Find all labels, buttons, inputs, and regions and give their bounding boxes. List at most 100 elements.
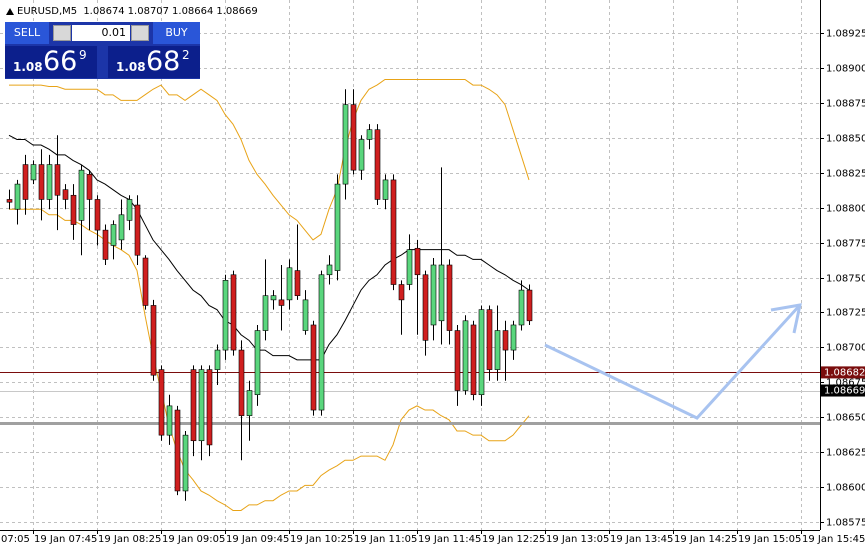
sell-button[interactable]: SELL [5, 22, 49, 44]
candle-body [438, 264, 445, 322]
x-tick-label: 19 Jan 13:45 [610, 534, 673, 545]
candle-body [342, 104, 349, 185]
candle-body [430, 264, 437, 326]
candle-body [6, 199, 13, 203]
candle-body [94, 199, 101, 231]
y-tick-label: 1.08900 [826, 64, 865, 75]
indicator-line [9, 79, 530, 241]
candle-body [518, 289, 525, 326]
candle-body [382, 179, 389, 200]
y-tick-label: 1.08875 [826, 99, 865, 110]
candle-body [398, 284, 405, 301]
candle-body [510, 324, 517, 351]
candle-body [366, 129, 373, 140]
candle-body [462, 320, 469, 391]
candle-body [310, 324, 317, 411]
candle-body [494, 330, 501, 370]
candle-body [486, 309, 493, 370]
trend-arrow-drawing [544, 303, 802, 420]
x-tick-label: 19 Jan 13:05 [546, 534, 609, 545]
candle-body [374, 129, 381, 200]
ask-price[interactable]: 1.08 68 2 [108, 46, 200, 78]
candle-body [302, 299, 309, 331]
bid-big: 1.08 [13, 60, 43, 74]
candle-body [198, 369, 205, 442]
candle-body [46, 164, 53, 200]
low: 1.08664 [172, 6, 214, 17]
candle-body [254, 330, 261, 396]
x-tick-label: 19 Jan 11:45 [418, 534, 481, 545]
x-tick-label: 19 Jan 08:25 [98, 534, 161, 545]
bid-point: 9 [79, 48, 87, 62]
price-tag [821, 366, 865, 379]
candle-body [142, 257, 149, 306]
y-tick-label: 1.08650 [826, 413, 865, 424]
y-tick-label: 1.08800 [826, 204, 865, 215]
y-tick-label: 1.08925 [826, 29, 865, 40]
y-tick-label: 1.08775 [826, 239, 865, 250]
candle-body [22, 164, 29, 200]
y-tick-label: 1.08850 [826, 134, 865, 145]
ask-big: 1.08 [116, 60, 146, 74]
candle-body [86, 174, 93, 200]
candle-body [350, 104, 357, 171]
one-click-trading: SELL 0.01 BUY 1.08 66 9 1.08 68 2 [5, 22, 200, 79]
bid-price[interactable]: 1.08 66 9 [5, 46, 97, 78]
candle-body [134, 204, 141, 256]
y-tick-label: 1.08625 [826, 448, 865, 459]
plot-area [0, 79, 820, 511]
y-tick-label: 1.08575 [826, 518, 865, 529]
lot-decrease[interactable] [53, 25, 71, 41]
bid-pips: 66 [43, 46, 78, 77]
candle-body [294, 270, 301, 296]
chart-header: EURUSD,M5 1.08674 1.08707 1.08664 1.08669 [17, 6, 261, 17]
indicator-line [9, 208, 530, 511]
ask-pips: 68 [146, 46, 181, 77]
candle-body [30, 164, 37, 181]
x-tick-label: 19 Jan 15:05 [738, 534, 801, 545]
candle-body [38, 164, 45, 200]
x-tick-label: 19 Jan 11:05 [354, 534, 417, 545]
candle-body [454, 330, 461, 391]
arrow-path [544, 303, 802, 420]
x-tick-label: 19 Jan 12:25 [482, 534, 545, 545]
lot-increase[interactable] [131, 25, 149, 41]
y-tick-label: 1.08675 [826, 378, 865, 389]
candle-body [318, 274, 325, 411]
x-tick-label: 19 Jan 15:45 [802, 534, 865, 545]
price-tag-label: 1.08682 [824, 367, 865, 378]
candle-body [110, 224, 117, 246]
candle-body [118, 214, 125, 241]
candle-body [358, 139, 365, 171]
candle-body [166, 405, 173, 436]
y-tick-label: 1.08600 [826, 483, 865, 494]
candle-body [278, 299, 285, 306]
symbol-icon [6, 8, 14, 15]
arrow-head [770, 303, 802, 334]
candle-body [62, 189, 69, 200]
x-tick-label: 07:05 [1, 534, 30, 545]
x-tick-label: 19 Jan 14:25 [674, 534, 737, 545]
y-tick-label: 1.08725 [826, 308, 865, 319]
symbol: EURUSD,M5 [17, 6, 78, 17]
candle-body [390, 179, 397, 285]
buy-button[interactable]: BUY [153, 22, 200, 44]
x-tick-label: 19 Jan 07:45 [34, 534, 97, 545]
candle-body [230, 274, 237, 351]
candle-body [182, 434, 189, 492]
candle-body [150, 305, 157, 376]
candle-body [326, 264, 333, 276]
candle-body [286, 267, 293, 301]
candle-body [262, 295, 269, 331]
candle-body [270, 295, 277, 301]
lot-input[interactable]: 0.01 [72, 25, 130, 41]
candle-body [446, 264, 453, 331]
candle-body [222, 280, 229, 351]
candle-body [414, 247, 421, 276]
candle-body [478, 309, 485, 396]
candle-body [102, 229, 109, 260]
candle-body [70, 194, 77, 225]
candle-body [470, 324, 477, 396]
